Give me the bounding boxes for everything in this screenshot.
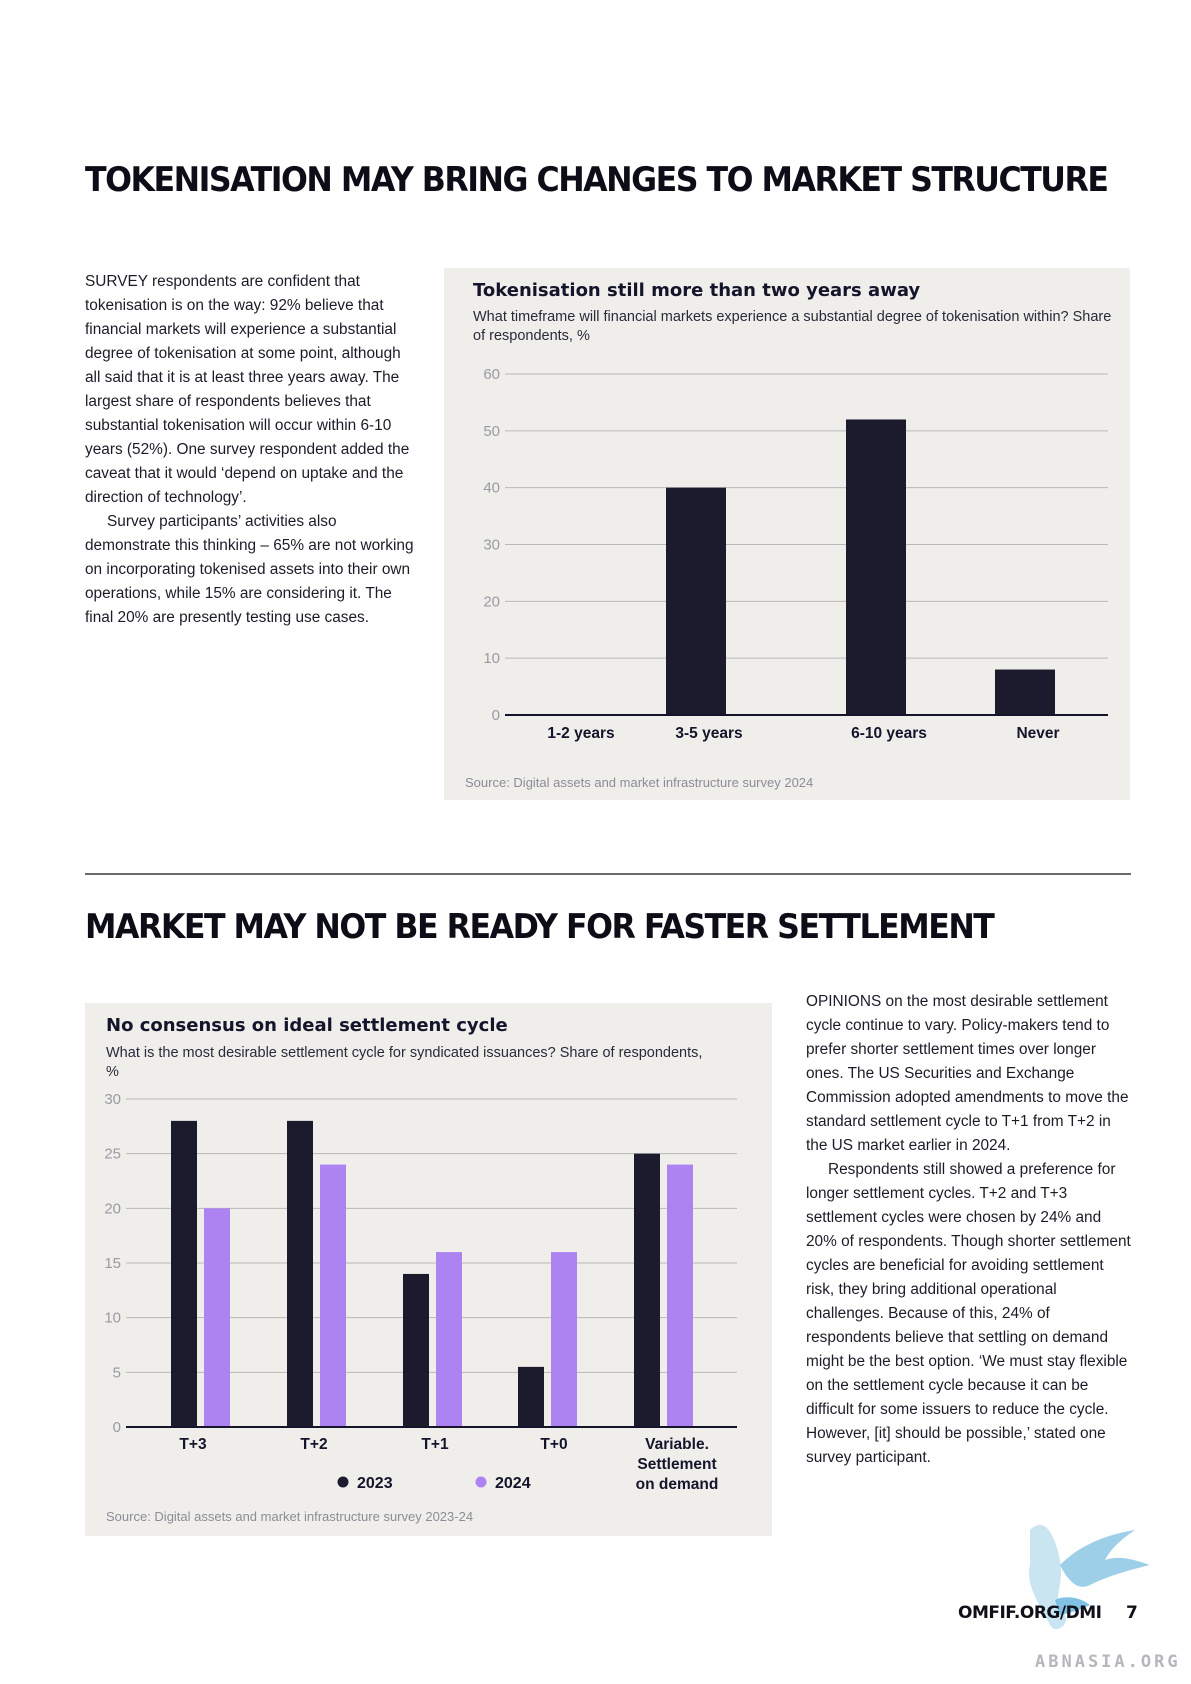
chart-source: Source: Digital assets and market infras… xyxy=(106,1509,474,1524)
section1-paragraph-2: Survey participants’ activities also dem… xyxy=(85,513,414,626)
bar-2023 xyxy=(287,1120,313,1427)
y-tick-label: 20 xyxy=(483,593,500,610)
bird-logo xyxy=(1029,1524,1150,1630)
chart-subtitle: What timeframe will financial markets ex… xyxy=(473,309,1112,344)
bar-2023 xyxy=(518,1366,544,1427)
y-tick-label: 15 xyxy=(104,1255,121,1272)
section2-body: OPINIONS on the most desirable settlemen… xyxy=(806,990,1136,1470)
bar-2023 xyxy=(403,1273,429,1427)
footer-site: OMFIF.ORG/DMI xyxy=(958,1603,1102,1623)
x-tick-label: Variable. Settlement on demand xyxy=(636,1436,719,1493)
section-heading-tokenisation: TOKENISATION MAY BRING CHANGES TO MARKET… xyxy=(85,160,1109,200)
x-tick-label: T+3 xyxy=(179,1436,207,1453)
x-tick-label: Never xyxy=(1016,725,1059,742)
section1-paragraph-1: SURVEY respondents are confident that to… xyxy=(85,273,410,506)
chart-title: No consensus on ideal settlement cycle xyxy=(106,1015,508,1036)
bar xyxy=(666,487,726,715)
bar-2023 xyxy=(171,1120,197,1427)
y-tick-label: 0 xyxy=(492,707,500,724)
legend-swatch-2024 xyxy=(475,1476,487,1488)
section2-paragraph-1: OPINIONS on the most desirable settlemen… xyxy=(806,993,1129,1154)
x-tick-label: T+0 xyxy=(540,1436,567,1453)
chart-source: Source: Digital assets and market infras… xyxy=(465,775,814,790)
section1-body: SURVEY respondents are confident that to… xyxy=(85,270,415,630)
y-tick-label: 20 xyxy=(104,1200,121,1217)
page-number: 7 xyxy=(1126,1603,1138,1623)
section-divider xyxy=(85,873,1131,875)
chart-title: Tokenisation still more than two years a… xyxy=(473,280,921,301)
bar-2024 xyxy=(667,1164,693,1427)
bar-2024 xyxy=(551,1252,577,1427)
y-tick-label: 30 xyxy=(483,537,500,554)
chart-panel-settlement: No consensus on ideal settlement cycle W… xyxy=(85,1003,772,1536)
bar xyxy=(995,669,1055,715)
section-heading-settlement: MARKET MAY NOT BE READY FOR FASTER SETTL… xyxy=(85,907,995,947)
x-tick-label: 1-2 years xyxy=(547,725,614,742)
legend-label: 2023 xyxy=(357,1475,393,1492)
legend-swatch-2023 xyxy=(337,1476,349,1488)
bar-2024 xyxy=(436,1252,462,1427)
section2-paragraph-2: Respondents still showed a preference fo… xyxy=(806,1161,1131,1466)
y-tick-label: 60 xyxy=(483,366,500,383)
x-tick-label: 6-10 years xyxy=(851,725,927,742)
x-tick-label: T+2 xyxy=(300,1436,327,1453)
y-tick-label: 50 xyxy=(483,423,500,440)
y-tick-label: 0 xyxy=(113,1419,121,1436)
bar-2024 xyxy=(204,1208,230,1427)
y-tick-label: 25 xyxy=(104,1146,121,1163)
bar xyxy=(846,419,906,715)
bar-2023 xyxy=(634,1153,660,1427)
chart-panel-tokenisation: Tokenisation still more than two years a… xyxy=(444,268,1130,800)
watermark-text: ABNASIA.ORG xyxy=(1035,1652,1181,1672)
y-tick-label: 40 xyxy=(483,480,500,497)
y-tick-label: 5 xyxy=(113,1364,121,1381)
y-tick-label: 10 xyxy=(483,650,500,667)
legend-label: 2024 xyxy=(495,1475,531,1492)
tokenisation-bar-chart: 0 10 20 30 40 50 60 1-2 years 3-5 years 6-10 year… xyxy=(483,366,1108,742)
chart-subtitle: What is the most desirable settlement cy… xyxy=(106,1045,703,1080)
bar-2024 xyxy=(320,1164,346,1427)
x-tick-label: T+1 xyxy=(421,1436,449,1453)
x-tick-label: 3-5 years xyxy=(675,725,742,742)
y-tick-label: 30 xyxy=(104,1091,121,1108)
settlement-bar-chart: 0 5 10 15 20 25 30 T+3 T+2 T+1 T+0 Variable. Settlem… xyxy=(104,1091,737,1493)
y-tick-label: 10 xyxy=(104,1310,121,1327)
